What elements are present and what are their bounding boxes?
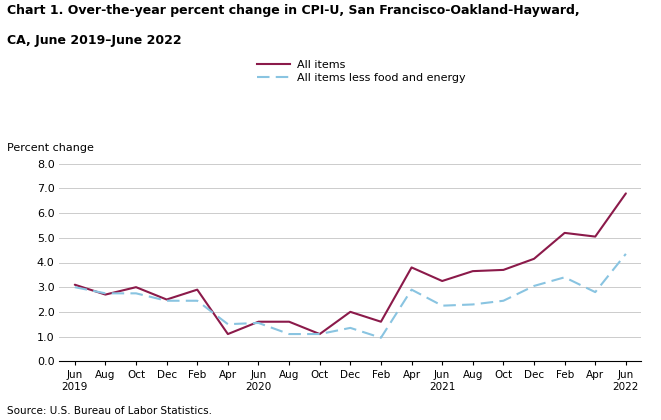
- Text: CA, June 2019–June 2022: CA, June 2019–June 2022: [7, 34, 181, 47]
- Legend: All items, All items less food and energy: All items, All items less food and energ…: [256, 60, 465, 83]
- Text: Source: U.S. Bureau of Labor Statistics.: Source: U.S. Bureau of Labor Statistics.: [7, 406, 212, 416]
- Text: Percent change: Percent change: [7, 143, 93, 153]
- Text: Chart 1. Over-the-year percent change in CPI-U, San Francisco-Oakland-Hayward,: Chart 1. Over-the-year percent change in…: [7, 4, 579, 17]
